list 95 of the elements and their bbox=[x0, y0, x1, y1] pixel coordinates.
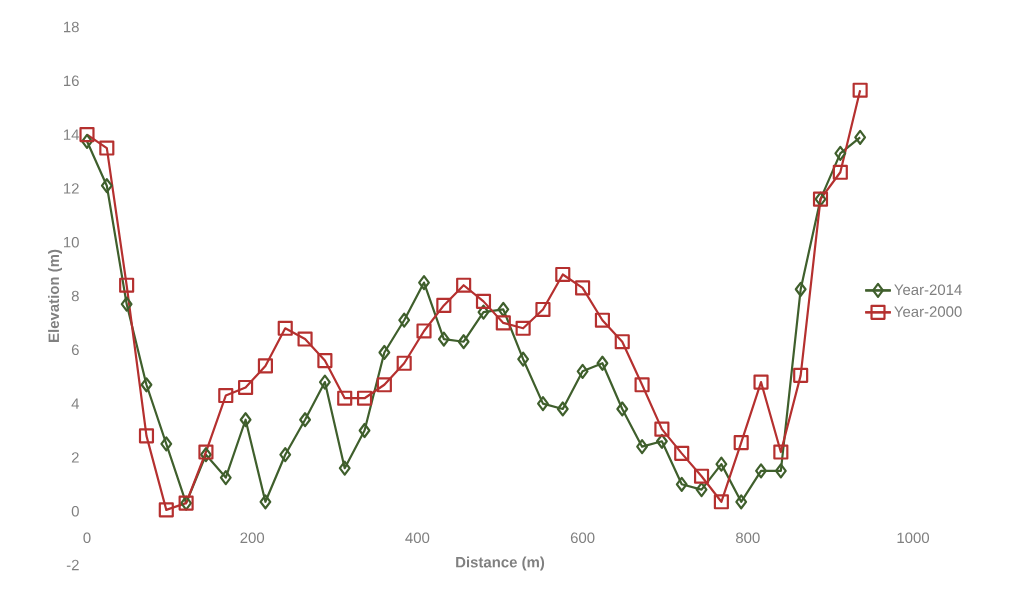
point bbox=[398, 312, 411, 328]
point bbox=[396, 355, 412, 371]
point bbox=[337, 390, 353, 406]
point bbox=[160, 436, 173, 452]
point bbox=[138, 428, 155, 444]
y-tick-label: -2 bbox=[66, 559, 79, 571]
point bbox=[418, 274, 430, 291]
point bbox=[317, 352, 333, 369]
point bbox=[297, 331, 313, 347]
point bbox=[158, 502, 174, 518]
point bbox=[99, 140, 115, 156]
point bbox=[378, 344, 391, 361]
point bbox=[358, 422, 371, 439]
point bbox=[299, 412, 312, 428]
point bbox=[713, 494, 729, 510]
point bbox=[537, 396, 549, 412]
point bbox=[636, 439, 649, 455]
point bbox=[238, 379, 254, 396]
point bbox=[218, 387, 234, 404]
point bbox=[793, 367, 809, 383]
point bbox=[140, 377, 153, 393]
y-tick-label: 10 bbox=[64, 236, 79, 248]
point bbox=[674, 445, 690, 461]
point bbox=[773, 444, 789, 460]
point bbox=[456, 277, 472, 293]
y-tick-label: 2 bbox=[71, 452, 79, 463]
x-tick-label: 0 bbox=[83, 532, 91, 544]
point bbox=[715, 456, 728, 472]
point bbox=[735, 494, 748, 510]
y-tick-label: 18 bbox=[64, 21, 79, 33]
point bbox=[239, 412, 252, 428]
point bbox=[575, 280, 591, 296]
point bbox=[733, 435, 749, 451]
point bbox=[219, 470, 232, 486]
y-axis-title: Elevation (m) bbox=[48, 249, 63, 342]
point bbox=[515, 320, 531, 336]
y-tick-label: 0 bbox=[71, 505, 79, 517]
x-tick-label: 800 bbox=[736, 532, 760, 544]
point bbox=[753, 374, 769, 390]
point bbox=[376, 377, 392, 393]
point bbox=[517, 351, 530, 367]
y-tick-label: 6 bbox=[71, 344, 79, 356]
point bbox=[79, 127, 95, 143]
point bbox=[475, 293, 492, 309]
point bbox=[338, 460, 351, 476]
point bbox=[614, 334, 630, 350]
point bbox=[755, 463, 767, 479]
x-tick-label: 400 bbox=[405, 532, 430, 544]
x-axis-title: Distance (m) bbox=[456, 556, 545, 571]
point bbox=[257, 358, 273, 374]
point bbox=[495, 315, 511, 331]
point bbox=[436, 297, 452, 313]
point bbox=[655, 433, 668, 449]
point bbox=[457, 334, 470, 350]
x-tick-label: 200 bbox=[240, 532, 265, 544]
point bbox=[119, 277, 135, 293]
point bbox=[277, 320, 293, 336]
point bbox=[576, 363, 589, 379]
point bbox=[852, 82, 868, 98]
point bbox=[437, 331, 450, 347]
point bbox=[497, 301, 510, 318]
point bbox=[259, 494, 272, 510]
point bbox=[416, 323, 432, 339]
point bbox=[654, 421, 670, 437]
y-tick-label: 12 bbox=[64, 183, 79, 194]
point bbox=[854, 129, 867, 145]
point bbox=[318, 374, 331, 390]
point bbox=[596, 355, 609, 371]
point bbox=[100, 178, 113, 194]
point bbox=[356, 390, 373, 406]
point bbox=[120, 296, 133, 312]
point bbox=[693, 468, 710, 484]
point bbox=[81, 133, 93, 149]
point bbox=[832, 164, 848, 180]
y-tick-label: 16 bbox=[64, 75, 79, 87]
point bbox=[834, 145, 847, 161]
x-tick-label: 600 bbox=[570, 532, 595, 544]
point bbox=[556, 401, 569, 417]
point bbox=[616, 401, 629, 417]
y-tick-label: 4 bbox=[71, 398, 80, 409]
y-tick-label: 8 bbox=[71, 290, 79, 302]
point bbox=[634, 377, 650, 393]
point bbox=[794, 281, 807, 297]
x-tick-label: 1000 bbox=[897, 532, 930, 544]
legend-label: Year-2000 bbox=[894, 306, 962, 317]
point bbox=[279, 447, 292, 463]
point bbox=[535, 301, 551, 318]
point bbox=[555, 266, 571, 283]
y-tick-label: 14 bbox=[64, 129, 80, 140]
point bbox=[594, 312, 611, 328]
point bbox=[695, 482, 708, 498]
point bbox=[675, 476, 688, 492]
point bbox=[477, 304, 490, 320]
legend-label: Year-2014 bbox=[894, 284, 962, 296]
point bbox=[774, 463, 787, 479]
